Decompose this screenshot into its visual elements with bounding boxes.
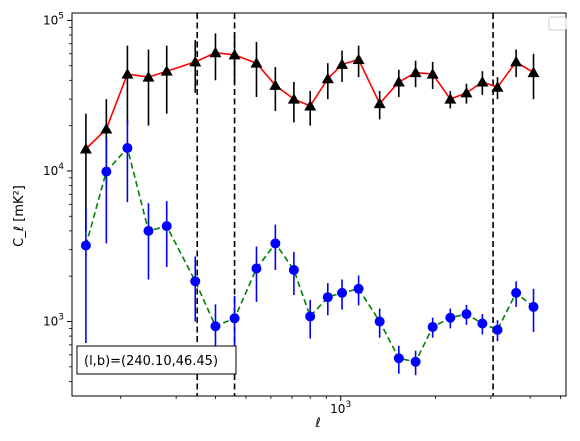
marker-upper-17 — [409, 66, 422, 78]
marker-upper-22 — [491, 81, 504, 92]
marker-lower-22 — [492, 324, 503, 335]
marker-lower-14 — [353, 283, 364, 294]
marker-lower-5 — [190, 276, 201, 287]
legend-box[interactable] — [548, 16, 567, 31]
marker-lower-9 — [270, 238, 281, 249]
marker-upper-13 — [336, 58, 349, 69]
marker-upper-15 — [373, 97, 386, 109]
marker-lower-0 — [80, 240, 91, 251]
marker-upper-1 — [100, 122, 113, 134]
marker-lower-10 — [288, 264, 299, 275]
axes: 103 103 104 105 — [43, 11, 567, 416]
y-tick-label-100000: 105 — [43, 11, 64, 27]
marker-upper-8 — [250, 57, 263, 68]
marker-lower-19 — [445, 312, 456, 323]
marker-lower-13 — [337, 287, 348, 298]
plot-area — [79, 13, 540, 396]
y-axis-label: C_ℓ [mK²] — [12, 185, 27, 247]
marker-lower-11 — [305, 311, 316, 322]
marker-upper-3 — [142, 71, 155, 82]
marker-upper-23 — [510, 55, 523, 67]
marker-upper-18 — [426, 68, 439, 79]
marker-upper-9 — [269, 79, 282, 90]
marker-lower-23 — [511, 287, 522, 298]
marker-lower-8 — [251, 263, 262, 274]
marker-lower-20 — [461, 309, 472, 320]
marker-upper-2 — [121, 68, 134, 79]
x-tick-label-1000: 103 — [330, 400, 351, 416]
marker-upper-19 — [444, 93, 457, 104]
y-tick-label-1000: 103 — [43, 313, 64, 329]
marker-upper-12 — [321, 72, 334, 84]
marker-lower-16 — [393, 353, 404, 364]
marker-lower-2 — [122, 143, 133, 154]
y-tick-label-10000: 104 — [43, 162, 64, 178]
marker-lower-21 — [477, 318, 488, 329]
marker-upper-7 — [228, 48, 241, 60]
marker-lower-7 — [229, 313, 240, 324]
marker-lower-18 — [427, 321, 438, 332]
marker-upper-4 — [160, 65, 173, 76]
marker-lower-24 — [528, 301, 539, 312]
marker-upper-14 — [352, 53, 365, 64]
x-axis-label: ℓ — [314, 416, 320, 431]
annotation-frame — [76, 345, 237, 375]
marker-upper-20 — [460, 86, 473, 98]
marker-upper-24 — [527, 66, 540, 78]
marker-lower-4 — [161, 221, 172, 232]
marker-lower-6 — [210, 321, 221, 332]
marker-lower-15 — [374, 316, 385, 327]
marker-upper-16 — [392, 75, 405, 87]
marker-upper-21 — [476, 75, 489, 87]
marker-upper-0 — [79, 142, 92, 154]
marker-lower-17 — [410, 356, 421, 367]
marker-upper-5 — [189, 55, 202, 67]
marker-upper-6 — [209, 46, 222, 58]
marker-lower-3 — [143, 225, 154, 236]
marker-upper-11 — [304, 100, 317, 111]
annotation-box: (l,b)=(240.10,46.45) — [76, 345, 237, 375]
marker-upper-10 — [287, 93, 300, 104]
marker-lower-1 — [101, 166, 112, 177]
marker-lower-12 — [322, 292, 333, 303]
annotation-text: (l,b)=(240.10,46.45) — [84, 354, 218, 369]
